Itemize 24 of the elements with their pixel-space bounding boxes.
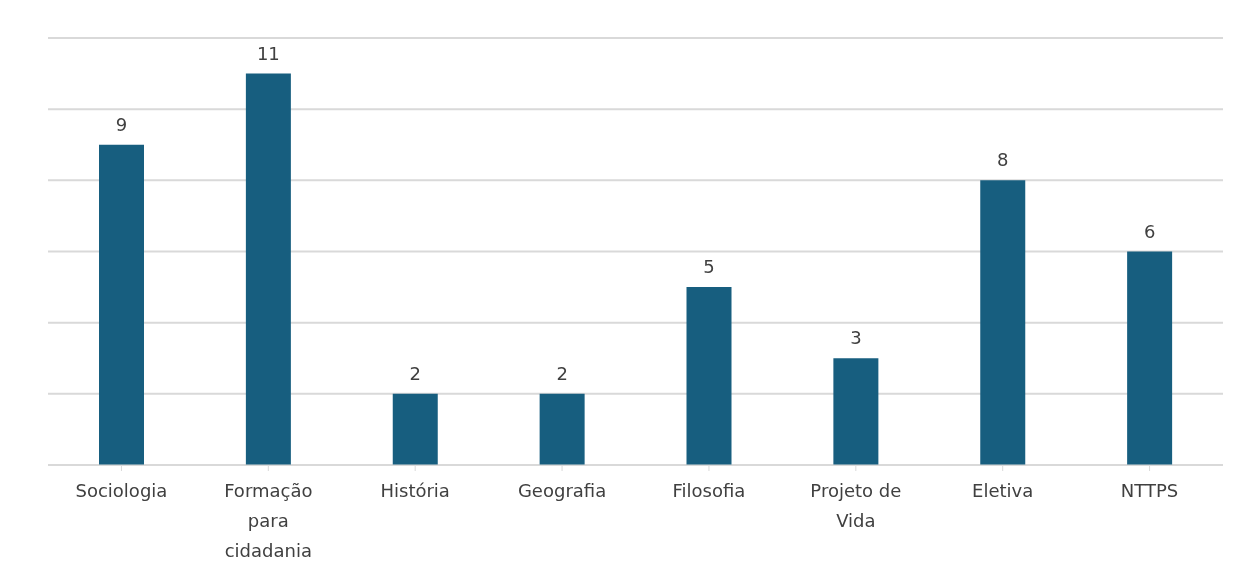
x-tick-label: Eletiva — [972, 480, 1034, 501]
data-label: 6 — [1143, 220, 1156, 242]
x-tick-label: Formação para cidadania — [224, 480, 313, 561]
bar — [980, 180, 1026, 465]
x-tick-label: Projeto de Vida — [810, 480, 902, 531]
x-tick-label: Geografia — [517, 480, 607, 501]
bar — [686, 287, 732, 465]
x-tick-label: NTTPS — [1120, 480, 1179, 501]
bar — [245, 73, 291, 465]
x-tick-label: Sociologia — [75, 480, 168, 501]
data-label: 9 — [115, 113, 128, 135]
bar — [99, 144, 144, 465]
data-label: 11 — [256, 42, 280, 64]
bar — [539, 393, 585, 465]
bar — [833, 358, 879, 465]
data-label: 3 — [850, 327, 862, 349]
data-label: 5 — [703, 256, 715, 278]
x-tick-label: Filosofia — [672, 480, 746, 501]
bar — [1127, 251, 1173, 465]
bar — [392, 393, 438, 465]
data-label: 2 — [556, 362, 568, 384]
x-tick-label: História — [380, 480, 450, 501]
data-label: 2 — [409, 362, 421, 384]
data-label: 8 — [997, 149, 1009, 171]
